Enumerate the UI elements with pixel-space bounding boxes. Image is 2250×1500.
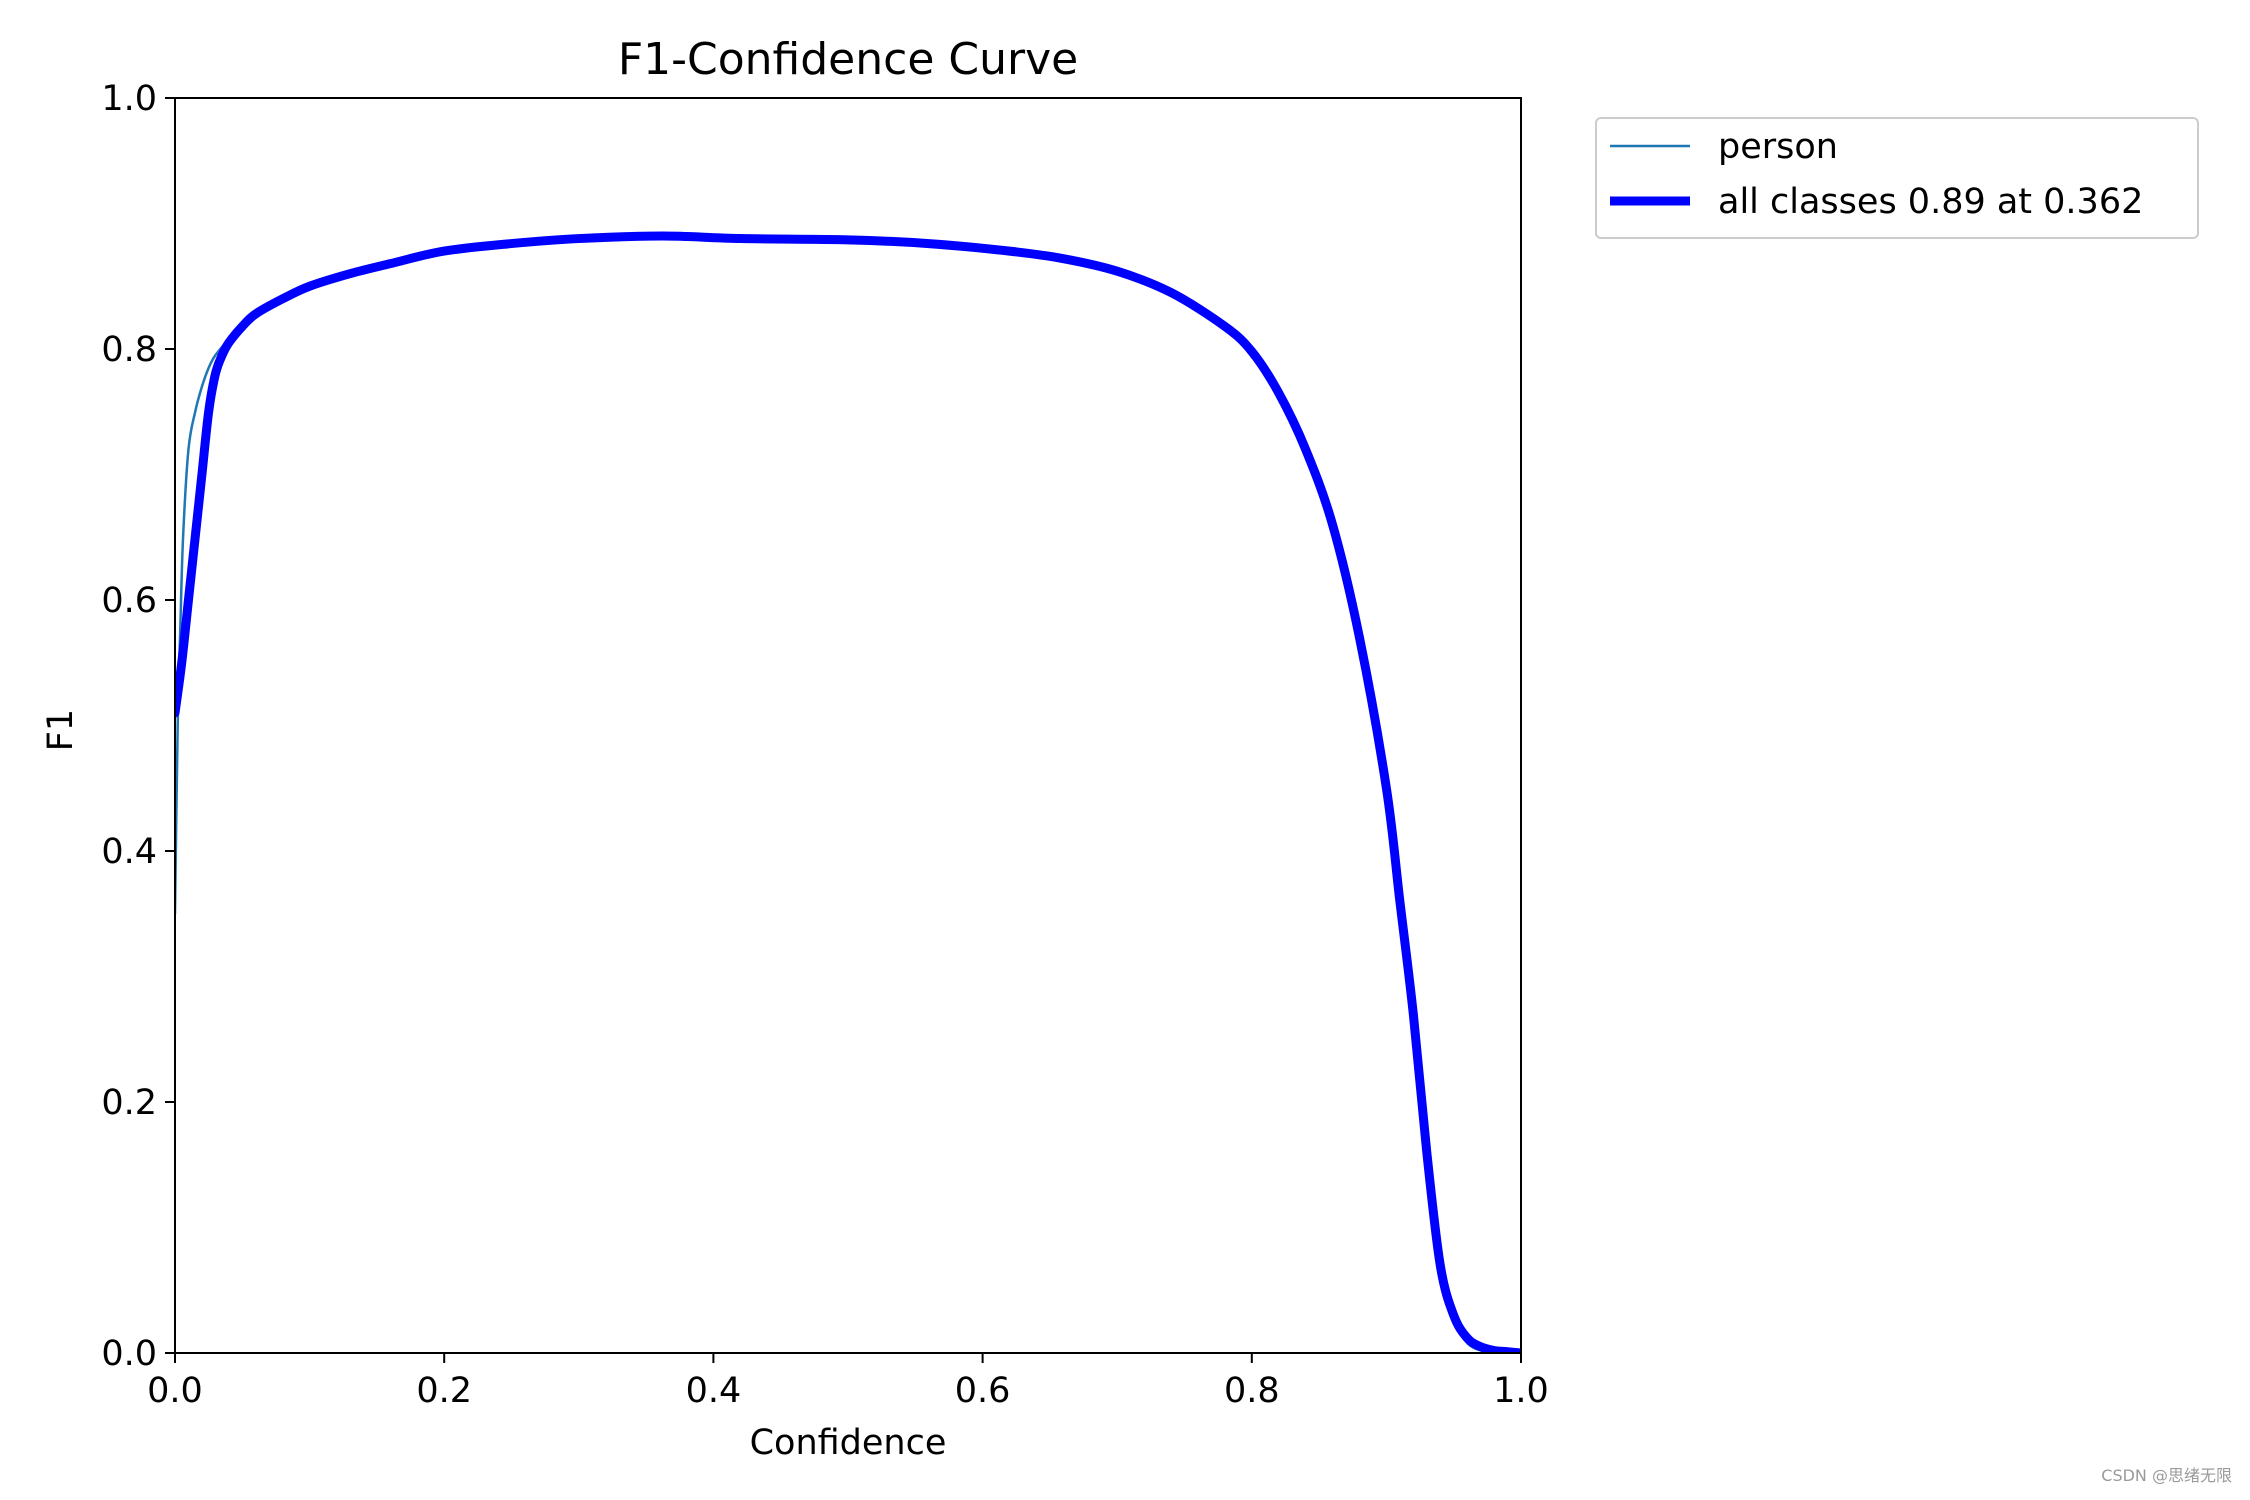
x-tick-label: 0.2	[416, 1371, 472, 1411]
chart-title: F1-Confidence Curve	[618, 34, 1078, 85]
legend-box	[1595, 117, 2199, 239]
x-axis-label: Confidence	[750, 1423, 947, 1463]
x-tick-label: 0.0	[147, 1371, 203, 1411]
y-tick-label: 0.2	[101, 1083, 157, 1123]
x-tick-label: 0.6	[955, 1371, 1011, 1411]
series-line-person	[175, 234, 1521, 1353]
x-tick-label: 0.8	[1224, 1371, 1280, 1411]
y-tick-label: 0.0	[101, 1334, 157, 1374]
x-tick-label: 1.0	[1493, 1371, 1549, 1411]
axis-ticks: 0.0 0.2 0.4 0.6 0.8 1.0 0.0 0.2 0.4 0.6 0.8 1.0	[101, 79, 1549, 1411]
y-tick-label: 1.0	[101, 79, 157, 119]
series-line-all-classes	[175, 231, 1521, 1353]
y-tick-label: 0.4	[101, 832, 157, 872]
watermark: CSDN @思绪无限	[2101, 1466, 2232, 1485]
y-tick-label: 0.6	[101, 581, 157, 621]
legend-label-person: person	[1718, 127, 1838, 167]
x-tick-label: 0.4	[686, 1371, 742, 1411]
legend-label-all-classes: all classes 0.89 at 0.362	[1718, 182, 2143, 222]
legend: person all classes 0.89 at 0.362	[1595, 117, 2199, 239]
plot-frame	[174, 97, 1522, 1354]
y-axis-label: F1	[41, 709, 81, 751]
y-tick-label: 0.8	[101, 330, 157, 370]
series-lines	[175, 231, 1521, 1353]
